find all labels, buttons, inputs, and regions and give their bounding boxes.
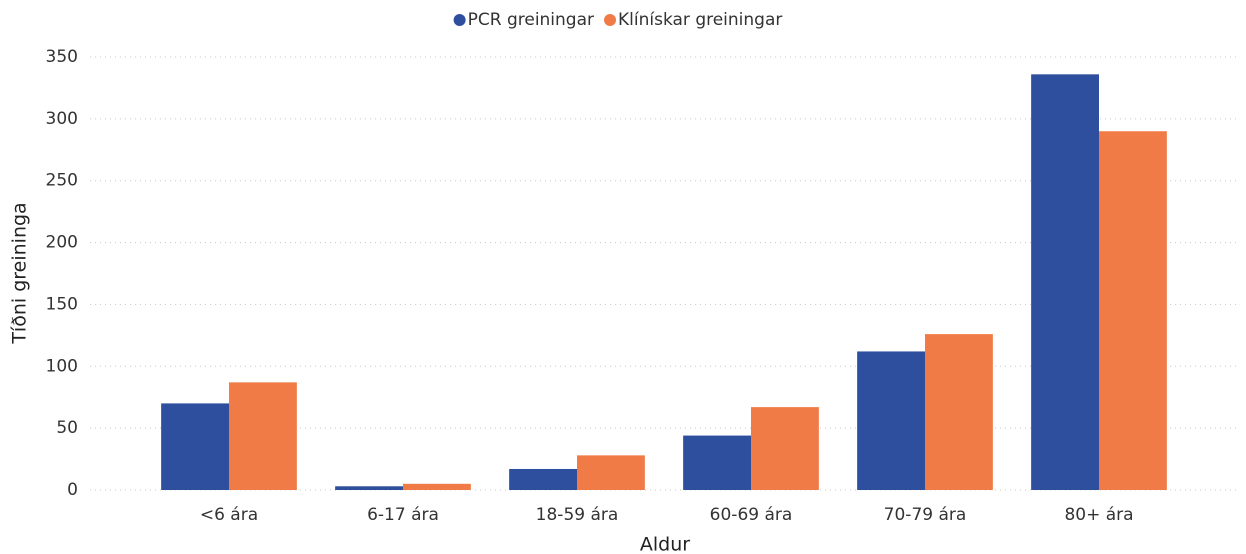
y-tick-label: 200 [46,233,78,253]
x-tick-label: 60-69 ára [710,505,793,525]
x-tick-label: <6 ára [200,505,258,525]
y-tick-label: 100 [46,356,78,376]
bar [683,435,751,490]
legend-label: Klínískar greiningar [618,10,782,30]
y-tick-label: 350 [46,47,78,67]
x-tick-label: 70-79 ára [884,505,967,525]
y-tick-label: 150 [46,294,78,314]
bar [403,483,471,490]
bar [509,468,577,490]
y-tick-label: 300 [46,109,78,129]
y-axis-label: Tíðni greininga [9,202,31,344]
bar [1031,74,1099,490]
legend: PCR greiningar Klínískar greiningar [453,10,782,30]
bar [751,407,819,490]
y-tick-label: 50 [56,418,78,438]
bar [1099,131,1167,490]
bar [335,486,403,490]
bar [161,403,229,490]
x-tick-label: 80+ ára [1064,505,1133,525]
y-tick-label: 0 [67,480,78,500]
bar [229,382,297,490]
legend-marker [604,14,617,26]
x-axis-label: Aldur [640,534,690,554]
x-tick-label: 18-59 ára [536,505,619,525]
legend-label: PCR greiningar [468,10,594,30]
x-tick-label: 6-17 ára [367,505,439,525]
legend-marker [453,14,466,26]
bar [857,351,925,490]
bar [925,334,993,490]
bar [577,455,645,490]
y-tick-label: 250 [46,171,78,191]
